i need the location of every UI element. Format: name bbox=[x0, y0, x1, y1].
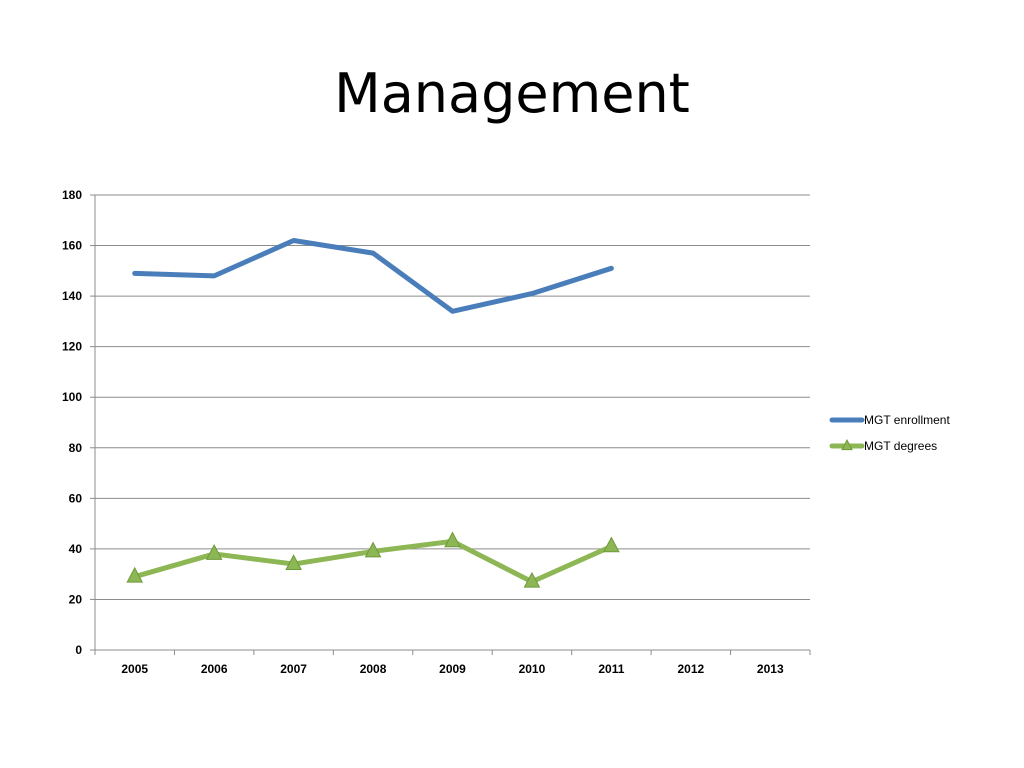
axes bbox=[94, 195, 810, 651]
series-lines bbox=[126, 238, 620, 588]
x-tick-label: 2011 bbox=[598, 662, 624, 676]
y-tick-label: 180 bbox=[62, 188, 82, 202]
y-tick-label: 120 bbox=[62, 340, 82, 354]
data-point-marker bbox=[603, 536, 620, 553]
slide-title: Management bbox=[334, 62, 690, 125]
x-tick-label: 2008 bbox=[360, 662, 387, 676]
y-tick-label: 60 bbox=[69, 491, 83, 505]
y-tick-label: 160 bbox=[62, 239, 82, 253]
legend: MGT enrollment MGT degrees bbox=[829, 413, 950, 453]
data-point-marker bbox=[126, 566, 144, 583]
y-tick-label: 0 bbox=[75, 643, 82, 657]
gridlines bbox=[95, 194, 810, 600]
y-tick-label: 80 bbox=[69, 441, 83, 455]
legend-item: MGT enrollment bbox=[829, 413, 950, 427]
data-point-marker bbox=[523, 571, 541, 588]
y-tick-label: 100 bbox=[62, 390, 82, 404]
series-mgt-enrollment bbox=[132, 238, 614, 314]
y-tick-label: 20 bbox=[69, 592, 83, 606]
data-point-marker bbox=[444, 531, 461, 548]
x-tick-label: 2005 bbox=[121, 662, 148, 676]
series-line bbox=[132, 238, 614, 314]
legend-item: MGT degrees bbox=[829, 439, 937, 453]
x-tick-label: 2006 bbox=[201, 662, 228, 676]
y-tick-label: 140 bbox=[62, 289, 82, 303]
x-tick-label: 2013 bbox=[757, 662, 784, 676]
series-mgt-degrees bbox=[126, 531, 620, 588]
x-tick-label: 2012 bbox=[677, 662, 704, 676]
y-tick-label: 40 bbox=[69, 542, 83, 556]
legend-marker bbox=[841, 439, 853, 451]
x-axis-ticks: 2005 2006 2007 2008 2009 2010 2011 2012 2013 bbox=[94, 650, 811, 676]
x-tick-label: 2007 bbox=[280, 662, 307, 676]
data-point-marker bbox=[285, 554, 302, 570]
x-tick-label: 2009 bbox=[439, 662, 466, 676]
x-tick-label: 2010 bbox=[519, 662, 546, 676]
data-point-marker bbox=[364, 541, 382, 558]
data-point-marker bbox=[205, 544, 223, 560]
legend-label: MGT enrollment bbox=[864, 413, 950, 427]
y-axis-ticks: 0 20 40 60 80 100 120 140 160 180 bbox=[62, 188, 95, 657]
legend-label: MGT degrees bbox=[864, 439, 937, 453]
